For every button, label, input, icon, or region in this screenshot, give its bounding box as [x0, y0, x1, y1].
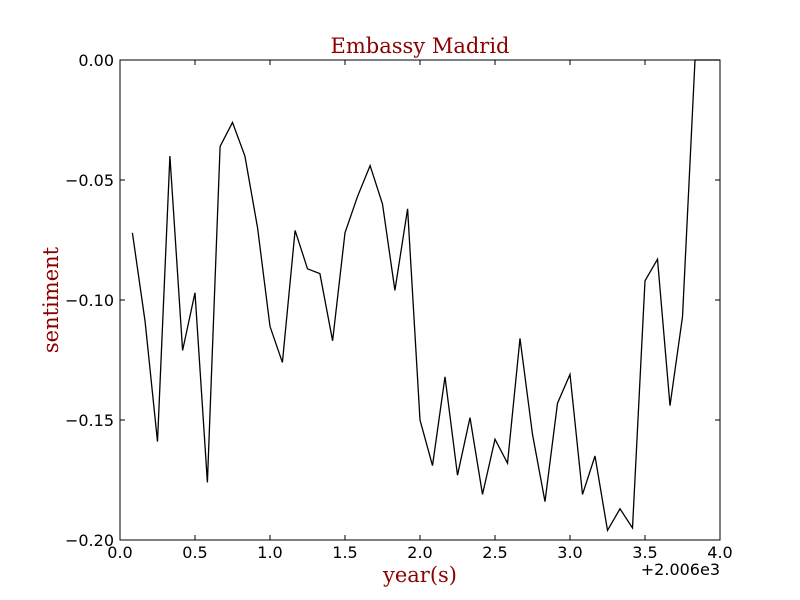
x-tick-label: 1.0: [257, 543, 282, 562]
y-tick-label: −0.05: [65, 171, 114, 190]
x-axis-label: year(s): [382, 563, 457, 587]
x-tick-label: 3.5: [632, 543, 657, 562]
x-tick-label: 4.0: [707, 543, 732, 562]
x-tick-label: 0.5: [182, 543, 207, 562]
y-tick-label: 0.00: [78, 51, 114, 70]
x-tick-label: 0.0: [107, 543, 132, 562]
chart-title: Embassy Madrid: [331, 34, 510, 58]
y-tick-label: −0.20: [65, 531, 114, 550]
x-offset-label: +2.006e3: [641, 560, 720, 579]
y-tick-label: −0.10: [65, 291, 114, 310]
x-tick-label: 2.5: [482, 543, 507, 562]
y-tick-label: −0.15: [65, 411, 114, 430]
x-tick-label: 2.0: [407, 543, 432, 562]
x-tick-label: 3.0: [557, 543, 582, 562]
y-axis-label: sentiment: [39, 246, 63, 353]
series-line: [131, 59, 720, 533]
axis-ticks: 0.0 0.5 1.0 1.5 2.0 2.5 3.0 3.5 4.0 0.00 −0.05 −0.1…: [65, 51, 733, 562]
plot-area: [119, 59, 721, 541]
series-group: [131, 59, 721, 533]
x-tick-label: 1.5: [332, 543, 357, 562]
